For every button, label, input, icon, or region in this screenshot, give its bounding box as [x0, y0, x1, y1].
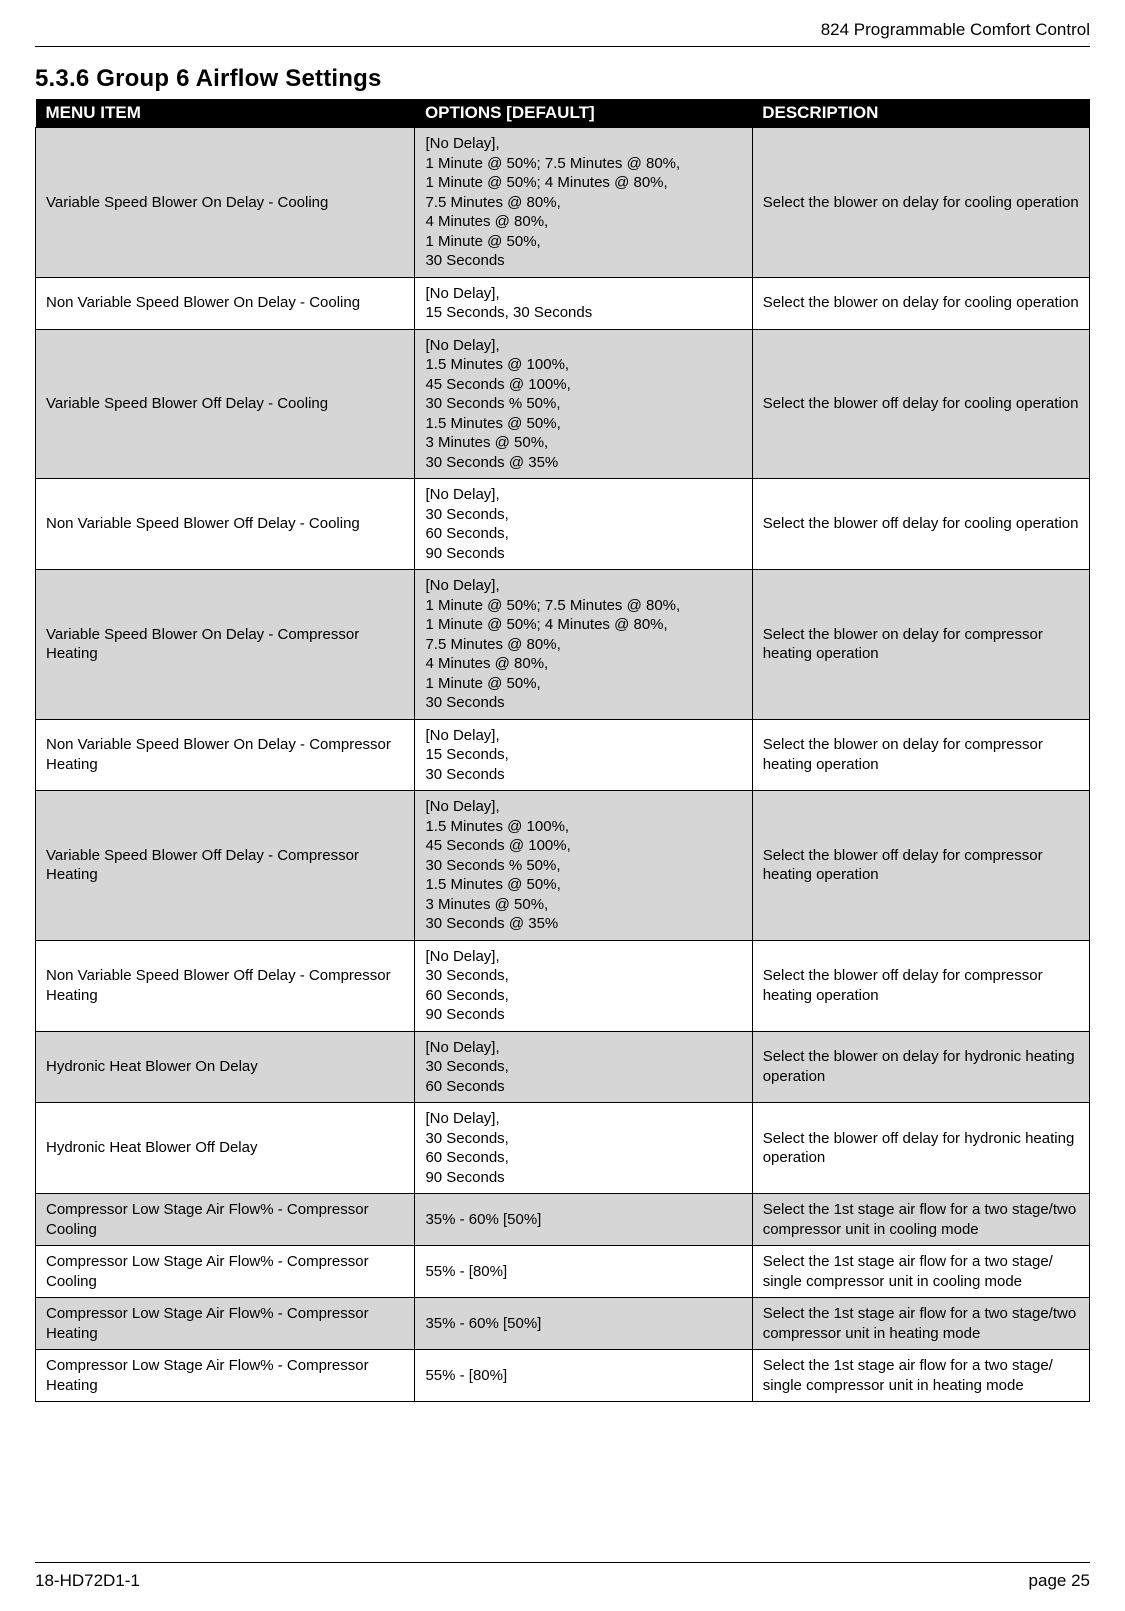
doc-code: 18-HD72D1-1: [35, 1571, 140, 1591]
cell-options: [No Delay], 30 Seconds, 60 Seconds, 90 S…: [415, 479, 752, 570]
cell-options: [No Delay], 1 Minute @ 50%; 7.5 Minutes …: [415, 128, 752, 278]
cell-menu-item: Hydronic Heat Blower On Delay: [36, 1031, 415, 1103]
table-row: Compressor Low Stage Air Flow% - Compres…: [36, 1194, 1090, 1246]
doc-header: 824 Programmable Comfort Control: [35, 20, 1090, 47]
cell-description: Select the blower on delay for cooling o…: [752, 277, 1089, 329]
cell-menu-item: Compressor Low Stage Air Flow% - Compres…: [36, 1350, 415, 1402]
table-row: Hydronic Heat Blower On Delay[No Delay],…: [36, 1031, 1090, 1103]
section-title: 5.3.6 Group 6 Airflow Settings: [35, 65, 1090, 93]
cell-menu-item: Non Variable Speed Blower Off Delay - Co…: [36, 479, 415, 570]
cell-description: Select the blower on delay for cooling o…: [752, 128, 1089, 278]
col-options: OPTIONS [DEFAULT]: [415, 99, 752, 128]
cell-options: [No Delay], 15 Seconds, 30 Seconds: [415, 719, 752, 791]
cell-description: Select the blower off delay for compress…: [752, 940, 1089, 1031]
cell-menu-item: Variable Speed Blower Off Delay - Compre…: [36, 791, 415, 941]
cell-menu-item: Variable Speed Blower On Delay - Cooling: [36, 128, 415, 278]
cell-description: Select the blower off delay for cooling …: [752, 479, 1089, 570]
cell-menu-item: Non Variable Speed Blower On Delay - Com…: [36, 719, 415, 791]
cell-menu-item: Compressor Low Stage Air Flow% - Compres…: [36, 1246, 415, 1298]
cell-description: Select the 1st stage air flow for a two …: [752, 1194, 1089, 1246]
cell-menu-item: Hydronic Heat Blower Off Delay: [36, 1103, 415, 1194]
cell-menu-item: Variable Speed Blower On Delay - Compres…: [36, 570, 415, 720]
table-row: Hydronic Heat Blower Off Delay[No Delay]…: [36, 1103, 1090, 1194]
airflow-settings-table: MENU ITEM OPTIONS [DEFAULT] DESCRIPTION …: [35, 99, 1090, 1402]
cell-description: Select the blower on delay for hydronic …: [752, 1031, 1089, 1103]
page-number: page 25: [1029, 1571, 1090, 1591]
cell-menu-item: Non Variable Speed Blower On Delay - Coo…: [36, 277, 415, 329]
cell-options: [No Delay], 1.5 Minutes @ 100%, 45 Secon…: [415, 329, 752, 479]
table-row: Variable Speed Blower On Delay - Cooling…: [36, 128, 1090, 278]
cell-options: [No Delay], 30 Seconds, 60 Seconds, 90 S…: [415, 940, 752, 1031]
cell-description: Select the 1st stage air flow for a two …: [752, 1350, 1089, 1402]
table-row: Non Variable Speed Blower Off Delay - Co…: [36, 940, 1090, 1031]
table-row: Compressor Low Stage Air Flow% - Compres…: [36, 1298, 1090, 1350]
table-header-row: MENU ITEM OPTIONS [DEFAULT] DESCRIPTION: [36, 99, 1090, 128]
cell-menu-item: Compressor Low Stage Air Flow% - Compres…: [36, 1298, 415, 1350]
col-menu-item: MENU ITEM: [36, 99, 415, 128]
cell-options: [No Delay], 30 Seconds, 60 Seconds: [415, 1031, 752, 1103]
cell-options: [No Delay], 30 Seconds, 60 Seconds, 90 S…: [415, 1103, 752, 1194]
cell-menu-item: Compressor Low Stage Air Flow% - Compres…: [36, 1194, 415, 1246]
table-row: Variable Speed Blower Off Delay - Coolin…: [36, 329, 1090, 479]
cell-menu-item: Variable Speed Blower Off Delay - Coolin…: [36, 329, 415, 479]
col-description: DESCRIPTION: [752, 99, 1089, 128]
cell-description: Select the 1st stage air flow for a two …: [752, 1298, 1089, 1350]
cell-options: 55% - [80%]: [415, 1350, 752, 1402]
table-row: Compressor Low Stage Air Flow% - Compres…: [36, 1246, 1090, 1298]
table-row: Non Variable Speed Blower Off Delay - Co…: [36, 479, 1090, 570]
cell-description: Select the blower off delay for cooling …: [752, 329, 1089, 479]
table-row: Compressor Low Stage Air Flow% - Compres…: [36, 1350, 1090, 1402]
cell-options: [No Delay], 1 Minute @ 50%; 7.5 Minutes …: [415, 570, 752, 720]
table-row: Non Variable Speed Blower On Delay - Com…: [36, 719, 1090, 791]
table-row: Variable Speed Blower Off Delay - Compre…: [36, 791, 1090, 941]
cell-options: [No Delay], 1.5 Minutes @ 100%, 45 Secon…: [415, 791, 752, 941]
cell-description: Select the blower off delay for hydronic…: [752, 1103, 1089, 1194]
cell-menu-item: Non Variable Speed Blower Off Delay - Co…: [36, 940, 415, 1031]
page-footer: 18-HD72D1-1 page 25: [35, 1562, 1090, 1591]
cell-options: 35% - 60% [50%]: [415, 1194, 752, 1246]
cell-options: [No Delay], 15 Seconds, 30 Seconds: [415, 277, 752, 329]
table-row: Variable Speed Blower On Delay - Compres…: [36, 570, 1090, 720]
table-body: Variable Speed Blower On Delay - Cooling…: [36, 128, 1090, 1402]
section-name: Group 6 Airflow Settings: [96, 65, 381, 92]
section-number: 5.3.6: [35, 65, 89, 92]
cell-description: Select the blower off delay for compress…: [752, 791, 1089, 941]
cell-description: Select the 1st stage air flow for a two …: [752, 1246, 1089, 1298]
cell-description: Select the blower on delay for compresso…: [752, 719, 1089, 791]
cell-description: Select the blower on delay for compresso…: [752, 570, 1089, 720]
doc-title: 824 Programmable Comfort Control: [821, 20, 1090, 39]
cell-options: 35% - 60% [50%]: [415, 1298, 752, 1350]
table-row: Non Variable Speed Blower On Delay - Coo…: [36, 277, 1090, 329]
cell-options: 55% - [80%]: [415, 1246, 752, 1298]
